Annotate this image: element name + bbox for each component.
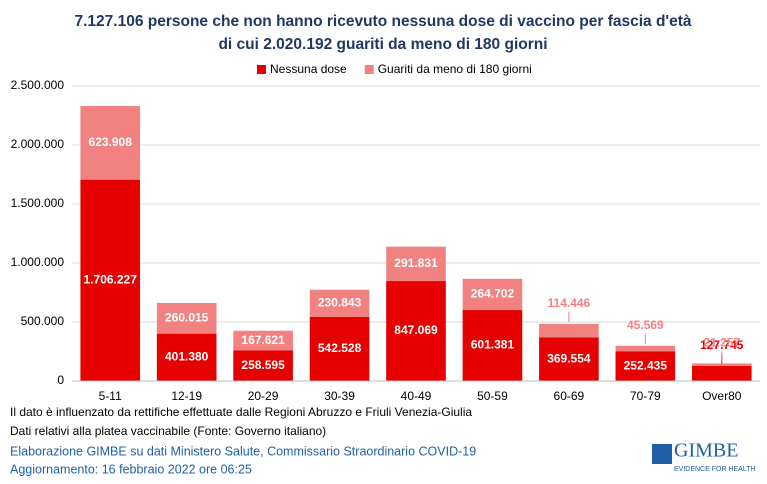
note: Il dato è influenzato da rettifiche effe… xyxy=(10,405,472,419)
value-label: 167.621 xyxy=(241,333,285,347)
note: Dati relativi alla platea vaccinabile (F… xyxy=(10,424,326,438)
bar-segment xyxy=(539,323,599,338)
x-tick-label: 12-19 xyxy=(171,389,202,403)
logo-tagline: EVIDENCE FOR HEALTH xyxy=(674,466,756,473)
value-label: 601.381 xyxy=(471,338,515,352)
bar-segment xyxy=(80,179,141,381)
x-tick-label: Over80 xyxy=(702,389,742,403)
y-tick-label: 0 xyxy=(57,373,64,387)
bar-segment xyxy=(386,246,446,282)
x-tick-label: 70-79 xyxy=(630,389,661,403)
logo: GIMBE EVIDENCE FOR HEALTH xyxy=(652,440,756,473)
bar-segment xyxy=(233,350,293,381)
legend-swatch xyxy=(257,65,266,74)
value-label: 542.528 xyxy=(318,341,362,355)
value-label: 258.595 xyxy=(241,358,285,372)
value-label: 260.015 xyxy=(165,310,209,324)
y-tick-label: 500.000 xyxy=(21,314,65,328)
logo-icon xyxy=(652,444,672,464)
legend-label: Nessuna dose xyxy=(270,62,347,76)
bar-segment xyxy=(386,281,446,381)
logo-name: GIMBE xyxy=(674,440,738,462)
legend-swatch xyxy=(364,65,374,74)
bar-segment xyxy=(156,302,217,334)
bar-segment xyxy=(309,289,370,317)
value-label: 127.745 xyxy=(700,338,744,352)
bar-segment xyxy=(80,106,141,180)
x-tick-label: 5-11 xyxy=(99,389,122,403)
bar-segment xyxy=(233,330,293,351)
value-label: 45.569 xyxy=(627,318,664,332)
bar-segment xyxy=(156,333,217,381)
bar-segment xyxy=(309,316,370,381)
x-tick-label: 40-49 xyxy=(401,389,432,403)
x-tick-label: 20-29 xyxy=(248,389,279,403)
value-label: 21.257 xyxy=(703,336,740,350)
bar-segment xyxy=(691,363,752,366)
value-label: 114.446 xyxy=(548,296,591,310)
value-label: 264.702 xyxy=(471,287,515,301)
x-tick-label: 60-69 xyxy=(554,389,585,403)
bar-segment xyxy=(691,365,752,381)
chart-subtitle: di cui 2.020.192 guariti da meno di 180 … xyxy=(218,36,547,53)
bar-segment xyxy=(615,351,676,381)
source: Aggiornamento: 16 febbraio 2022 ore 06:2… xyxy=(10,462,252,476)
bar-segment xyxy=(462,278,523,311)
bar-segment xyxy=(615,345,676,352)
bar-segment xyxy=(539,337,599,381)
x-tick-label: 50-59 xyxy=(477,389,508,403)
value-label: 230.843 xyxy=(318,296,362,310)
bar-segment xyxy=(462,310,523,381)
value-label: 369.554 xyxy=(547,351,591,365)
value-label: 1.706.227 xyxy=(84,273,138,287)
x-tick-label: 30-39 xyxy=(324,389,355,403)
y-tick-label: 2.500.000 xyxy=(11,78,65,92)
value-label: 252.435 xyxy=(624,358,668,372)
source: Elaborazione GIMBE su dati Ministero Sal… xyxy=(10,444,476,458)
y-tick-label: 1.000.000 xyxy=(11,255,65,269)
value-label: 623.908 xyxy=(89,135,133,149)
chart-title: 7.127.106 persone che non hanno ricevuto… xyxy=(74,13,691,30)
value-label: 847.069 xyxy=(394,323,438,337)
legend-label: Guariti da meno di 180 giorni xyxy=(378,62,532,76)
y-tick-label: 1.500.000 xyxy=(11,196,65,210)
value-label: 291.831 xyxy=(394,256,438,270)
y-tick-label: 2.000.000 xyxy=(11,137,65,151)
value-label: 401.380 xyxy=(165,349,209,363)
